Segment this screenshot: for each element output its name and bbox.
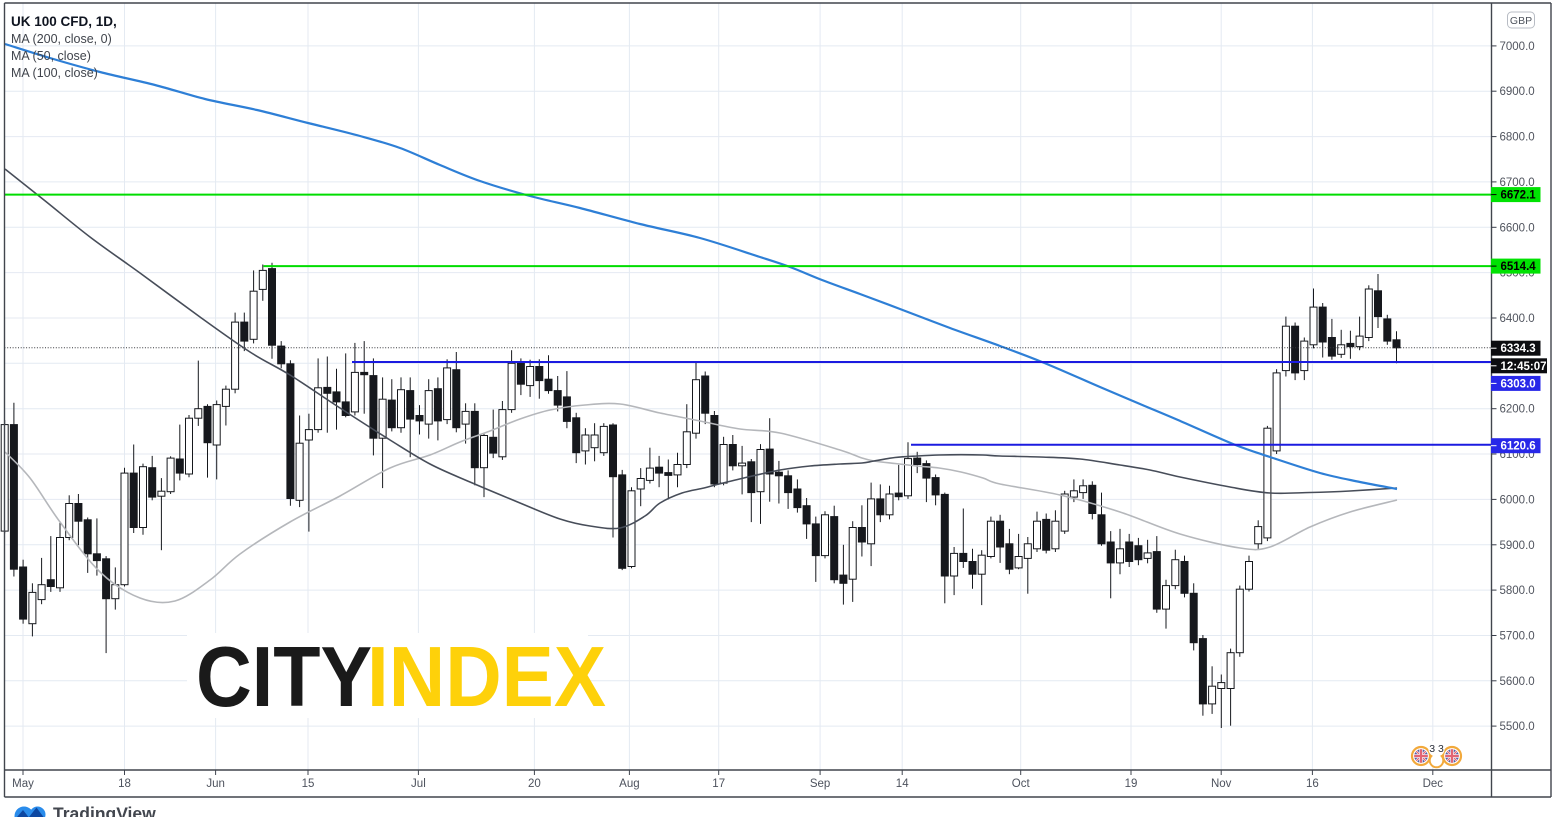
svg-text:MA (100, close): MA (100, close) — [11, 66, 98, 80]
svg-text:6303.0: 6303.0 — [1501, 378, 1536, 390]
svg-text:6600.0: 6600.0 — [1500, 222, 1535, 234]
svg-text:5900.0: 5900.0 — [1500, 540, 1535, 552]
svg-text:INDEX: INDEX — [367, 630, 606, 725]
svg-text:MA (50, close): MA (50, close) — [11, 49, 91, 63]
svg-text:GBP: GBP — [1510, 15, 1532, 27]
svg-text:Dec: Dec — [1423, 778, 1444, 790]
svg-text:15: 15 — [302, 778, 315, 790]
svg-text:6000.0: 6000.0 — [1500, 494, 1535, 506]
svg-text:Oct: Oct — [1012, 778, 1031, 790]
svg-text:19: 19 — [1125, 778, 1138, 790]
svg-text:TradingView: TradingView — [53, 804, 156, 817]
svg-text:12:45:07: 12:45:07 — [1501, 361, 1547, 373]
svg-text:6400.0: 6400.0 — [1500, 313, 1535, 325]
svg-text:5600.0: 5600.0 — [1500, 676, 1535, 688]
svg-text:Jul: Jul — [411, 778, 426, 790]
svg-text:Aug: Aug — [619, 778, 639, 790]
svg-text:14: 14 — [896, 778, 909, 790]
svg-text:3 3: 3 3 — [1429, 743, 1444, 755]
svg-text:17: 17 — [712, 778, 725, 790]
svg-text:6200.0: 6200.0 — [1500, 404, 1535, 416]
svg-text:UK 100 CFD, 1D,: UK 100 CFD, 1D, — [11, 14, 117, 29]
svg-text:May: May — [12, 778, 34, 790]
svg-text:MA (200, close, 0): MA (200, close, 0) — [11, 32, 112, 46]
svg-text:Sep: Sep — [810, 778, 830, 790]
svg-text:16: 16 — [1306, 778, 1319, 790]
svg-text:7000.0: 7000.0 — [1500, 41, 1535, 53]
svg-text:CITY: CITY — [196, 630, 372, 725]
svg-text:5500.0: 5500.0 — [1500, 721, 1535, 733]
svg-text:6334.3: 6334.3 — [1501, 343, 1536, 355]
svg-text:6800.0: 6800.0 — [1500, 132, 1535, 144]
svg-text:6900.0: 6900.0 — [1500, 86, 1535, 98]
svg-text:6120.6: 6120.6 — [1501, 441, 1536, 453]
svg-text:20: 20 — [528, 778, 541, 790]
svg-text:Nov: Nov — [1211, 778, 1232, 790]
svg-text:Jun: Jun — [206, 778, 225, 790]
svg-text:6514.4: 6514.4 — [1501, 261, 1537, 273]
svg-text:6700.0: 6700.0 — [1500, 177, 1535, 189]
svg-text:18: 18 — [118, 778, 131, 790]
svg-text:5700.0: 5700.0 — [1500, 631, 1535, 643]
svg-text:5800.0: 5800.0 — [1500, 585, 1535, 597]
svg-text:6672.1: 6672.1 — [1501, 190, 1537, 202]
